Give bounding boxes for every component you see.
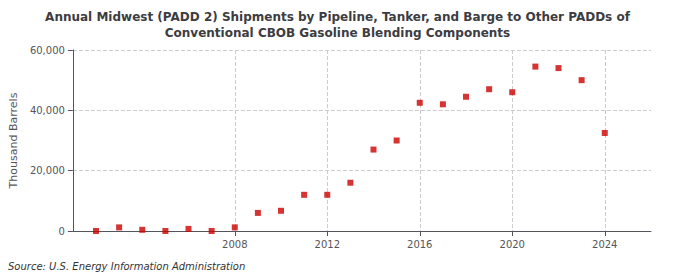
svg-text:2024: 2024 — [592, 239, 617, 250]
svg-text:2020: 2020 — [500, 239, 525, 250]
svg-text:Thousand Barrels: Thousand Barrels — [7, 92, 20, 189]
svg-text:2016: 2016 — [407, 239, 432, 250]
svg-text:60,000: 60,000 — [30, 45, 65, 56]
svg-text:Conventional CBOB Gasoline Ble: Conventional CBOB Gasoline Blending Comp… — [165, 26, 510, 40]
svg-text:20,000: 20,000 — [30, 165, 65, 176]
svg-text:Annual Midwest (PADD 2) Shipme: Annual Midwest (PADD 2) Shipments by Pip… — [45, 10, 631, 24]
svg-text:40,000: 40,000 — [30, 105, 65, 116]
svg-text:Source: U.S. Energy Informatio: Source: U.S. Energy Information Administ… — [8, 261, 245, 272]
svg-text:2012: 2012 — [315, 239, 340, 250]
svg-text:2008: 2008 — [222, 239, 247, 250]
svg-text:0: 0 — [59, 226, 65, 237]
